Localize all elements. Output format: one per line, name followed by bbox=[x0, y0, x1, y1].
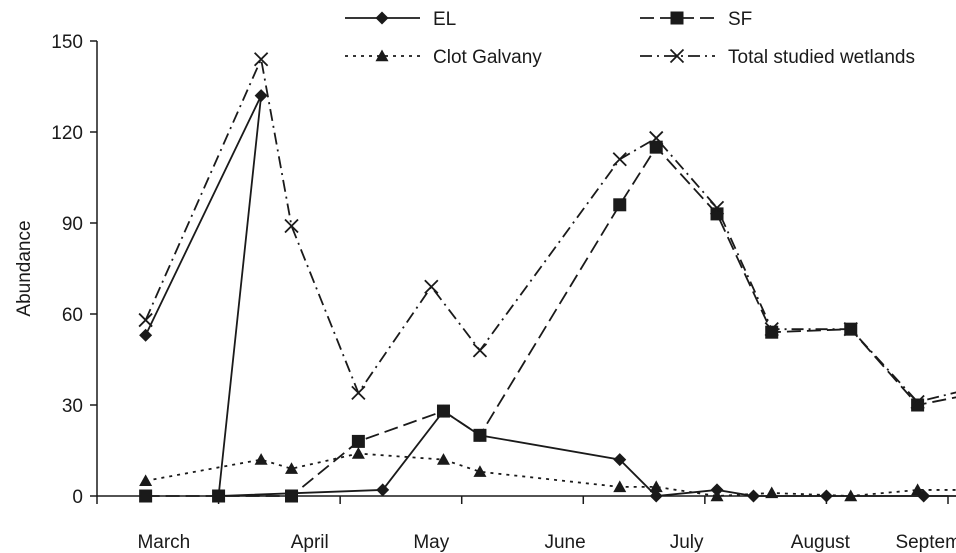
marker-stroke bbox=[612, 152, 627, 167]
y-tick-label: 0 bbox=[72, 487, 83, 508]
series-line bbox=[144, 95, 956, 497]
marker-stroke bbox=[253, 52, 269, 67]
series-group bbox=[138, 52, 956, 503]
y-tick-label: 30 bbox=[62, 396, 83, 417]
data-point bbox=[710, 489, 724, 502]
data-point bbox=[138, 312, 153, 328]
data-point bbox=[613, 480, 627, 493]
data-point bbox=[764, 322, 779, 337]
series-line bbox=[145, 145, 956, 497]
data-point bbox=[285, 489, 299, 503]
data-point bbox=[351, 385, 366, 401]
legend-marker bbox=[375, 11, 389, 25]
marker-stroke bbox=[351, 385, 366, 401]
legend-item: EL bbox=[345, 9, 456, 30]
data-point bbox=[472, 343, 488, 358]
legend-marker bbox=[375, 49, 389, 62]
legend-label: Total studied wetlands bbox=[728, 47, 915, 68]
marker-stroke bbox=[709, 200, 725, 215]
y-tick-label: 120 bbox=[51, 123, 83, 144]
y-axis-title: Abundance bbox=[14, 220, 35, 316]
data-point bbox=[910, 394, 925, 410]
data-point bbox=[649, 130, 664, 146]
data-point bbox=[212, 489, 226, 503]
marker-stroke bbox=[764, 322, 779, 337]
legend-item: Clot Galvany bbox=[345, 47, 542, 68]
y-tick-label: 90 bbox=[62, 214, 83, 235]
y-ticks: 0 30 60 90 120 150 bbox=[51, 32, 97, 508]
data-point bbox=[911, 483, 925, 496]
data-point bbox=[649, 480, 663, 493]
data-point bbox=[424, 279, 439, 294]
legend-marker bbox=[669, 48, 685, 64]
data-point bbox=[351, 434, 365, 448]
legend-item: SF bbox=[640, 9, 752, 30]
data-point bbox=[376, 483, 390, 497]
data-point bbox=[139, 489, 153, 503]
series-line bbox=[145, 452, 956, 497]
data-point bbox=[436, 404, 450, 418]
series-el bbox=[139, 89, 956, 503]
marker-stroke bbox=[669, 48, 685, 64]
data-point bbox=[473, 465, 487, 477]
marker-stroke bbox=[424, 279, 439, 294]
data-point bbox=[139, 474, 153, 487]
legend-label: Clot Galvany bbox=[433, 47, 542, 68]
y-tick-label: 60 bbox=[62, 305, 83, 326]
legend-label: SF bbox=[728, 9, 752, 30]
x-tick-label-april: April bbox=[291, 532, 329, 553]
y-tick-label: 150 bbox=[51, 32, 83, 53]
data-point bbox=[254, 453, 268, 465]
x-tick-label-may: May bbox=[413, 532, 449, 553]
x-tick-label-july: July bbox=[670, 532, 704, 553]
data-point bbox=[473, 428, 487, 442]
marker-stroke bbox=[284, 218, 299, 234]
x-tick-label-march: March bbox=[137, 532, 190, 553]
x-tick-label-september: September bbox=[895, 532, 956, 553]
data-point bbox=[819, 489, 833, 503]
marker-stroke bbox=[472, 343, 488, 358]
marker-stroke bbox=[910, 394, 925, 410]
data-point bbox=[436, 453, 450, 465]
x-tick-label-august: August bbox=[791, 532, 851, 553]
data-point bbox=[765, 486, 779, 499]
plot-axes bbox=[96, 41, 948, 497]
marker-stroke bbox=[138, 312, 153, 328]
legend-item: Total studied wetlands bbox=[640, 47, 915, 68]
series-total-studied-wetlands bbox=[138, 52, 956, 410]
data-point bbox=[844, 489, 858, 502]
marker-stroke bbox=[649, 130, 664, 146]
data-point bbox=[746, 489, 760, 503]
data-point bbox=[649, 489, 663, 503]
data-point bbox=[284, 218, 299, 234]
data-point bbox=[254, 89, 268, 103]
data-point bbox=[649, 140, 663, 154]
data-point bbox=[285, 462, 299, 474]
legend-label: EL bbox=[433, 9, 456, 30]
data-point bbox=[253, 52, 269, 67]
x-tick-label-june: June bbox=[544, 532, 585, 553]
data-point bbox=[139, 328, 153, 342]
x-ticks bbox=[96, 496, 949, 504]
legend-marker bbox=[670, 11, 684, 25]
data-point bbox=[613, 453, 627, 467]
series-clot-galvany bbox=[139, 447, 956, 502]
series-sf bbox=[139, 140, 956, 503]
x-tick-labels: March April May June July August September bbox=[137, 532, 956, 553]
legend: EL SF Clot Galvany Total studied wetlands bbox=[345, 9, 915, 68]
marker-stroke bbox=[843, 322, 858, 337]
data-point bbox=[709, 200, 725, 215]
data-point bbox=[613, 198, 627, 212]
data-point bbox=[612, 152, 627, 167]
series-line bbox=[144, 56, 956, 403]
data-point bbox=[351, 447, 365, 459]
data-point bbox=[843, 322, 858, 337]
